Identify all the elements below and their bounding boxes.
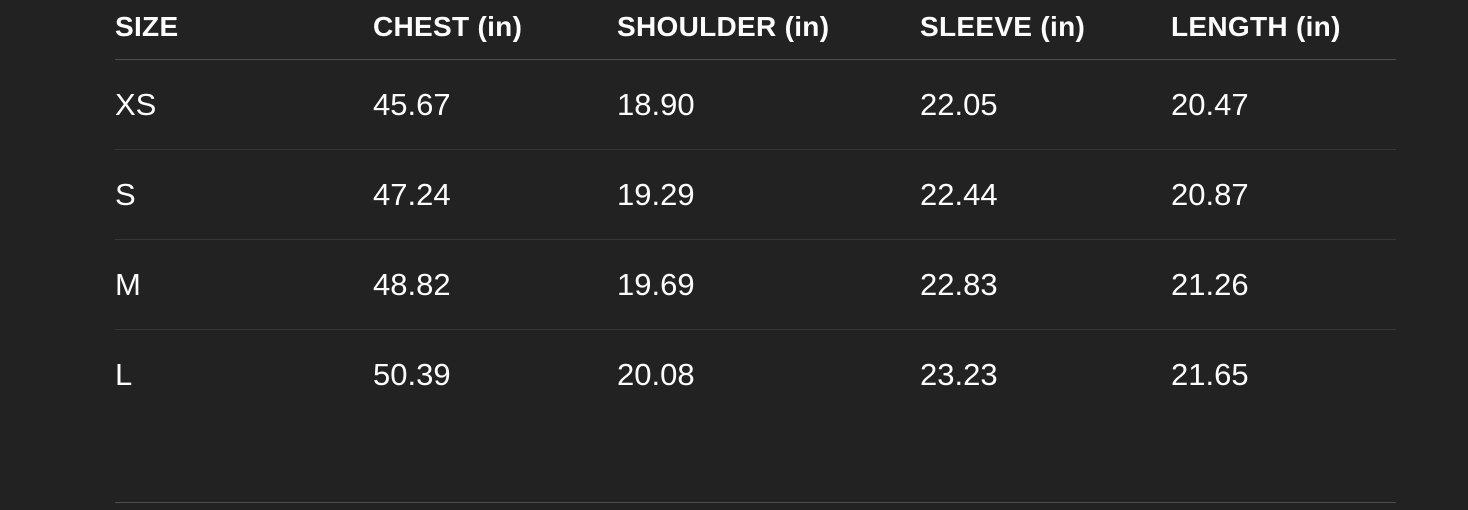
- column-header-size: SIZE: [115, 11, 179, 42]
- cell-chest: 48.82: [373, 266, 451, 302]
- cell-size: S: [115, 176, 136, 212]
- cell-length: 21.26: [1171, 266, 1249, 302]
- column-header-sleeve: SLEEVE (in): [920, 11, 1086, 42]
- cell-sleeve: 22.05: [920, 86, 998, 122]
- table-row: S 47.24 19.29 22.44 20.87: [115, 150, 1396, 240]
- cell-shoulder: 19.29: [617, 176, 695, 212]
- column-header-length: LENGTH (in): [1171, 11, 1341, 42]
- table-row: XS 45.67 18.90 22.05 20.47: [115, 60, 1396, 150]
- cell-shoulder: 19.69: [617, 266, 695, 302]
- size-chart-header-row: SIZE CHEST (in) SHOULDER (in) SLEEVE (in) LE…: [115, 0, 1396, 60]
- table-row: M 48.82 19.69 22.83 21.26: [115, 240, 1396, 330]
- table-row: L 50.39 20.08 23.23 21.65: [115, 330, 1396, 420]
- cell-sleeve: 23.23: [920, 357, 998, 392]
- section-divider: [115, 502, 1396, 503]
- cell-size: XS: [115, 86, 157, 122]
- column-header-chest: CHEST (in): [373, 11, 523, 42]
- cell-size: L: [115, 357, 133, 392]
- size-chart-table: SIZE CHEST (in) SHOULDER (in) SLEEVE (in) LE…: [115, 0, 1396, 420]
- cell-size: M: [115, 266, 141, 302]
- cell-length: 20.47: [1171, 86, 1249, 122]
- size-chart-body: XS 45.67 18.90 22.05 20.47 S 47.24 19.29 22.44 20…: [115, 60, 1396, 420]
- cell-chest: 45.67: [373, 86, 451, 122]
- column-header-shoulder: SHOULDER (in): [617, 11, 830, 42]
- cell-chest: 50.39: [373, 357, 451, 392]
- cell-length: 20.87: [1171, 176, 1249, 212]
- cell-length: 21.65: [1171, 357, 1249, 392]
- cell-chest: 47.24: [373, 176, 451, 212]
- cell-sleeve: 22.83: [920, 266, 998, 302]
- cell-sleeve: 22.44: [920, 176, 998, 212]
- cell-shoulder: 18.90: [617, 86, 695, 122]
- cell-shoulder: 20.08: [617, 357, 695, 392]
